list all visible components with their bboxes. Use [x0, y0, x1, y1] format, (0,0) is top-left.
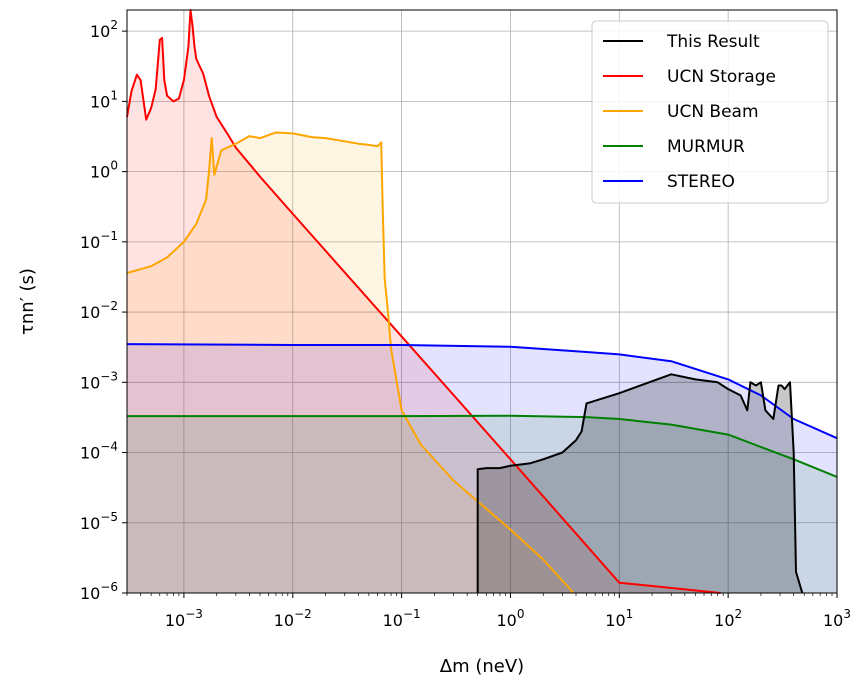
x-tick-label: 103	[823, 607, 851, 630]
series-lines	[126, 9, 838, 594]
line-stereo	[126, 343, 838, 440]
legend-label: STEREO	[667, 172, 735, 192]
area-ucn-storage	[127, 10, 721, 593]
y-axis-label: τnn′ (s)	[17, 268, 38, 335]
y-tick-label: 10−5	[80, 510, 118, 533]
line-murmur	[127, 414, 838, 478]
line-ucn-beam	[126, 131, 575, 594]
x-tick-label: 101	[605, 607, 633, 630]
y-tick-label: 10−4	[80, 440, 118, 463]
x-tick-label: 102	[714, 607, 742, 630]
legend: This Result UCN Storage UCN Beam MURMUR STER…	[591, 20, 829, 204]
x-tick-label: 10−3	[165, 607, 203, 630]
line-ucn-storage	[126, 9, 721, 594]
x-tick-label: 100	[496, 607, 524, 630]
y-tick-label: 10−1	[80, 229, 118, 252]
legend-box	[591, 20, 829, 204]
x-axis-label: Δm (neV)	[440, 656, 524, 677]
x-tick-label: 10−1	[383, 607, 421, 630]
legend-label: UCN Beam	[667, 102, 759, 122]
y-tick-label: 10−2	[80, 299, 118, 322]
y-tick-label: 102	[90, 18, 118, 41]
y-tick-label: 101	[90, 88, 118, 111]
area-ucn-beam	[127, 132, 574, 593]
y-tick-label: 10−3	[80, 369, 118, 392]
axis-ticks: 10−3 10−2 10−1 100 101 102 103 10−6 10−5 10−4 10−3…	[80, 18, 851, 630]
area-this-result	[477, 374, 803, 593]
y-tick-label: 100	[90, 159, 118, 182]
y-tick-label: 10−6	[80, 580, 118, 603]
legend-label: UCN Storage	[667, 67, 776, 87]
plot-frame	[126, 9, 838, 594]
line-this-result	[476, 373, 804, 594]
x-tick-label: 10−2	[274, 607, 312, 630]
legend-label: This Result	[666, 32, 760, 52]
series-areas	[127, 10, 837, 593]
legend-label: MURMUR	[667, 137, 745, 157]
